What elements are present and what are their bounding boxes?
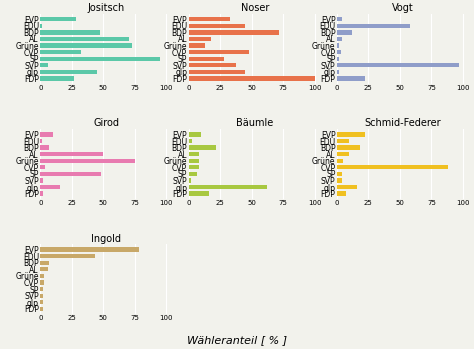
Bar	[40, 24, 42, 28]
Bar	[40, 261, 49, 265]
Bar	[40, 158, 135, 163]
Bar	[40, 274, 44, 278]
Bar	[337, 57, 339, 61]
Bar	[40, 17, 75, 21]
Bar	[40, 43, 132, 48]
Bar	[40, 139, 42, 143]
Bar	[189, 30, 279, 35]
Bar	[40, 280, 44, 285]
Title: Vogt: Vogt	[392, 3, 414, 13]
Bar	[40, 172, 101, 176]
Title: Jositsch: Jositsch	[88, 3, 125, 13]
Bar	[189, 50, 249, 54]
Bar	[337, 165, 448, 170]
Bar	[40, 254, 94, 258]
Bar	[40, 287, 43, 291]
Bar	[337, 172, 342, 176]
Title: Girod: Girod	[93, 118, 119, 128]
Bar	[189, 146, 216, 150]
Bar	[40, 247, 138, 252]
Bar	[189, 185, 267, 189]
Bar	[337, 185, 357, 189]
Bar	[189, 70, 246, 74]
Bar	[337, 43, 339, 48]
Title: Noser: Noser	[241, 3, 269, 13]
Bar	[189, 158, 199, 163]
Bar	[40, 146, 49, 150]
Bar	[337, 158, 343, 163]
Bar	[337, 70, 339, 74]
Bar	[40, 76, 74, 81]
Title: Ingold: Ingold	[91, 233, 121, 244]
Bar	[40, 37, 128, 41]
Bar	[337, 17, 342, 21]
Bar	[337, 192, 346, 196]
Bar	[189, 63, 237, 67]
Bar	[40, 267, 48, 272]
Bar	[189, 192, 209, 196]
Bar	[337, 178, 342, 183]
Bar	[337, 37, 342, 41]
Bar	[40, 307, 43, 311]
Bar	[189, 139, 192, 143]
Bar	[337, 132, 365, 136]
Bar	[189, 172, 197, 176]
Bar	[337, 63, 459, 67]
Text: Wähleranteil [ % ]: Wähleranteil [ % ]	[187, 335, 287, 346]
Bar	[40, 50, 81, 54]
Bar	[189, 37, 211, 41]
Title: Schmid-Federer: Schmid-Federer	[365, 118, 441, 128]
Bar	[189, 178, 191, 183]
Bar	[337, 30, 352, 35]
Bar	[189, 165, 199, 170]
Bar	[337, 24, 410, 28]
Bar	[189, 57, 224, 61]
Bar	[40, 178, 43, 183]
Title: Bäumle: Bäumle	[236, 118, 273, 128]
Bar	[40, 63, 48, 67]
Bar	[189, 76, 315, 81]
Bar	[40, 30, 100, 35]
Bar	[40, 57, 160, 61]
Bar	[40, 185, 61, 189]
Bar	[337, 152, 349, 156]
Bar	[189, 24, 246, 28]
Bar	[40, 300, 43, 304]
Bar	[337, 76, 365, 81]
Bar	[337, 146, 360, 150]
Bar	[189, 43, 205, 48]
Bar	[40, 192, 43, 196]
Bar	[189, 132, 201, 136]
Bar	[40, 132, 53, 136]
Bar	[337, 50, 341, 54]
Bar	[40, 294, 43, 298]
Bar	[337, 139, 349, 143]
Bar	[40, 152, 103, 156]
Bar	[189, 152, 199, 156]
Bar	[40, 165, 46, 170]
Bar	[189, 17, 230, 21]
Bar	[40, 70, 97, 74]
